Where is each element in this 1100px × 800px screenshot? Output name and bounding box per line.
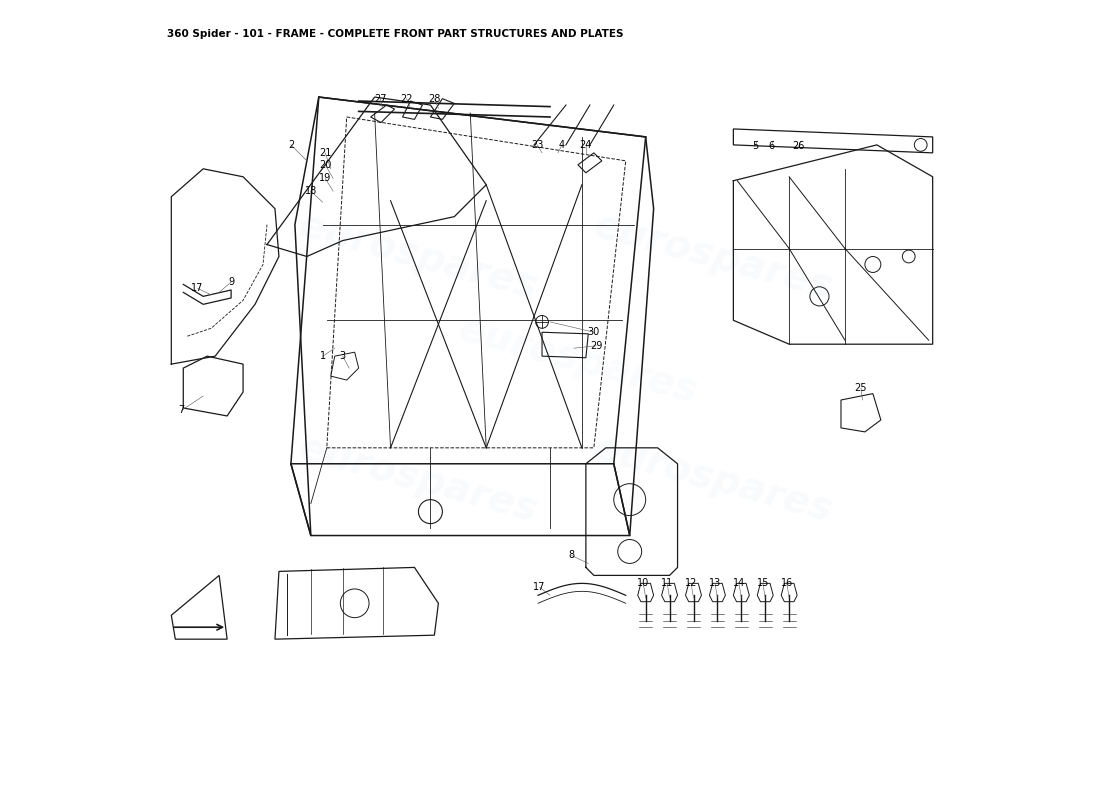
Text: 1: 1 bbox=[320, 351, 326, 361]
Text: 27: 27 bbox=[374, 94, 386, 104]
Text: 30: 30 bbox=[587, 327, 600, 338]
Text: 19: 19 bbox=[319, 174, 331, 183]
Text: 11: 11 bbox=[661, 578, 673, 588]
Text: 17: 17 bbox=[534, 582, 546, 592]
Text: 20: 20 bbox=[319, 160, 331, 170]
Text: 7: 7 bbox=[178, 406, 185, 415]
Text: 12: 12 bbox=[685, 578, 697, 588]
Text: 15: 15 bbox=[757, 578, 769, 588]
Text: 22: 22 bbox=[400, 94, 412, 104]
Text: 6: 6 bbox=[769, 142, 774, 151]
Text: 18: 18 bbox=[305, 186, 317, 196]
Text: 5: 5 bbox=[751, 142, 758, 151]
Text: eurospares: eurospares bbox=[295, 430, 542, 530]
Text: 2: 2 bbox=[288, 140, 294, 150]
Text: eurospares: eurospares bbox=[454, 310, 702, 410]
Text: eurospares: eurospares bbox=[590, 206, 837, 306]
Text: 21: 21 bbox=[319, 148, 331, 158]
Text: 28: 28 bbox=[428, 94, 441, 104]
Text: 14: 14 bbox=[733, 578, 745, 588]
Text: 29: 29 bbox=[590, 341, 603, 350]
Text: 8: 8 bbox=[569, 550, 574, 561]
Text: 360 Spider - 101 - FRAME - COMPLETE FRONT PART STRUCTURES AND PLATES: 360 Spider - 101 - FRAME - COMPLETE FRON… bbox=[167, 30, 624, 39]
Text: 10: 10 bbox=[637, 578, 649, 588]
Text: 13: 13 bbox=[708, 578, 722, 588]
Text: 9: 9 bbox=[228, 277, 234, 287]
Text: eurospares: eurospares bbox=[590, 430, 837, 530]
Text: 16: 16 bbox=[781, 578, 793, 588]
Text: 23: 23 bbox=[531, 140, 543, 150]
Text: eurospares: eurospares bbox=[295, 206, 542, 306]
Text: 24: 24 bbox=[580, 140, 592, 150]
Text: 3: 3 bbox=[340, 351, 345, 361]
Text: 25: 25 bbox=[855, 383, 867, 393]
Text: 26: 26 bbox=[792, 142, 805, 151]
Text: 4: 4 bbox=[559, 140, 565, 150]
Text: 17: 17 bbox=[191, 283, 204, 294]
